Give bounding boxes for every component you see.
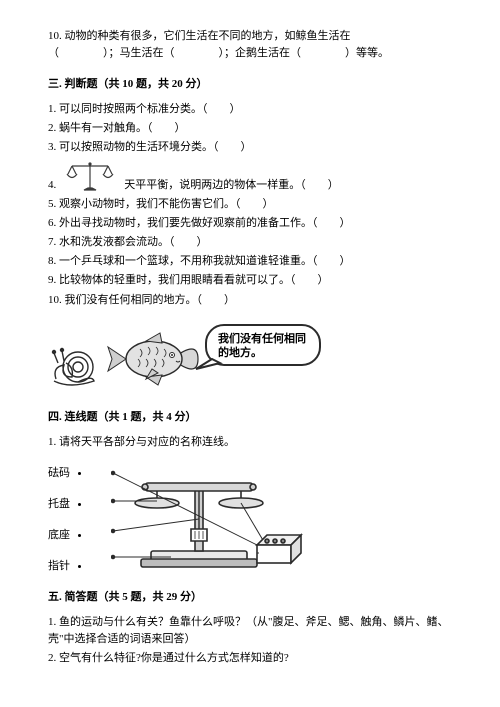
section3-body: 1. 可以同时按照两个标准分类。（ ） 2. 蜗牛有一对触角。（ ） 3. 可以…: [48, 101, 452, 394]
s3-item-9: 9. 比较物体的轻重时，我们用眼睛看看就可以了。（ ）: [48, 272, 452, 289]
s3-item-10: 10. 我们没有任何相同的地方。（ ）: [48, 292, 452, 309]
matching-block: 砝码 托盘 底座 指针: [48, 459, 452, 575]
snail-fish-illustration: 我们没有任何相同 的地方。: [48, 319, 452, 395]
svg-text:我们没有任何相同: 我们没有任何相同: [218, 331, 306, 345]
section4-title: 四. 连线题（共 1 题，共 4 分）: [48, 409, 452, 426]
section3-title: 三. 判断题（共 10 题，共 20 分）: [48, 76, 452, 93]
balance-small-icon: [62, 158, 118, 194]
matching-labels: 砝码 托盘 底座 指针: [48, 459, 81, 575]
s3-item-4-suffix: 天平平衡，说明两边的物体一样重。（ ）: [124, 177, 339, 194]
s5-q1: 1. 鱼的运动与什么有关？鱼靠什么呼吸？（从"腹足、斧足、鳃、触角、鳞片、鳍、壳…: [48, 614, 452, 648]
section5-title: 五. 简答题（共 5 题，共 29 分）: [48, 589, 452, 606]
label-weight: 砝码: [48, 465, 81, 482]
label-pointer-text: 指针: [48, 558, 70, 575]
balance-large-diagram: [111, 459, 311, 575]
svg-text:的地方。: 的地方。: [218, 345, 262, 359]
s3-item-4: 4. 天平平衡，说明两边的物体一样重。（ ）: [48, 158, 452, 194]
label-weight-text: 砝码: [48, 465, 70, 482]
s5-q2: 2. 空气有什么特征?你是通过什么方式怎样知道的?: [48, 650, 452, 667]
label-tray-text: 托盘: [48, 496, 70, 513]
dot-icon: [78, 503, 81, 506]
fill-in-q10: 10. 动物的种类有很多，它们生活在不同的地方，如鲸鱼生活在 （ ）；马生活在（…: [48, 28, 452, 62]
s3-item-3: 3. 可以按照动物的生活环境分类。（ ）: [48, 139, 452, 156]
label-base: 底座: [48, 527, 81, 544]
s3-item-5: 5. 观察小动物时，我们不能伤害它们。（ ）: [48, 196, 452, 213]
dot-icon: [78, 472, 81, 475]
s4-q1: 1. 请将天平各部分与对应的名称连线。: [48, 434, 452, 451]
q10-line2: （ ）；马生活在（ ）；企鹅生活在（ ）等等。: [48, 45, 452, 62]
label-base-text: 底座: [48, 527, 70, 544]
s3-item-2: 2. 蜗牛有一对触角。（ ）: [48, 120, 452, 137]
s3-item-8: 8. 一个乒乓球和一个篮球，不用称我就知道谁轻谁重。（ ）: [48, 253, 452, 270]
s3-item-4-prefix: 4.: [48, 177, 56, 194]
dot-icon: [78, 565, 81, 568]
q10-line1: 10. 动物的种类有很多，它们生活在不同的地方，如鲸鱼生活在: [48, 28, 452, 45]
label-pointer: 指针: [48, 558, 81, 575]
s3-item-7: 7. 水和洗发液都会流动。（ ）: [48, 234, 452, 251]
label-tray: 托盘: [48, 496, 81, 513]
s3-item-1: 1. 可以同时按照两个标准分类。（ ）: [48, 101, 452, 118]
dot-icon: [78, 534, 81, 537]
s3-item-6: 6. 外出寻找动物时，我们要先做好观察前的准备工作。（ ）: [48, 215, 452, 232]
